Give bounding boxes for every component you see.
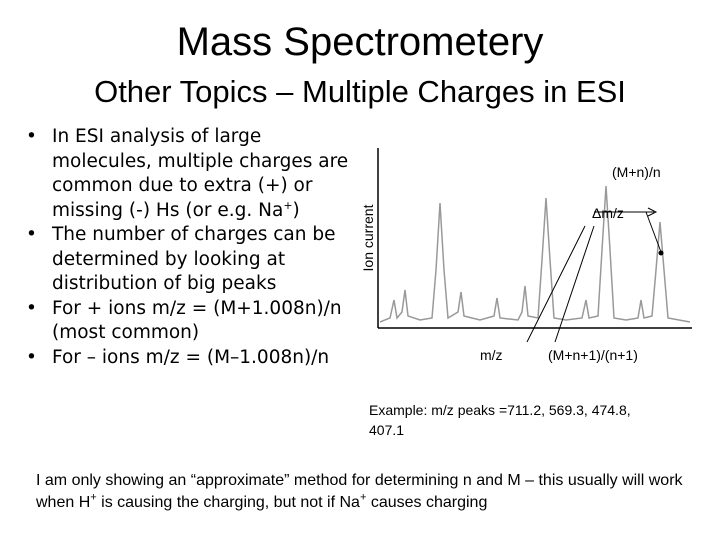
bullet-item: For – ions m/z = (M–1.008n)/n (22, 346, 352, 371)
mz-label: m/z (480, 347, 503, 363)
bullet-item: The number of charges can be determined … (22, 223, 352, 297)
pointer-line (554, 225, 595, 343)
text-run: I am only showing an “approximate” metho… (36, 472, 683, 511)
superscript: + (90, 491, 97, 504)
text-run: The number of charges can be determined … (52, 224, 336, 294)
subtitle: Other Topics – Multiple Charges in ESI (94, 74, 626, 109)
bullet-item: For + ions m/z = (M+1.008n)/n (most comm… (22, 297, 352, 346)
example-text: Example: m/z peaks =711.2, 569.3, 474.8,… (369, 402, 631, 438)
pointer-line (526, 225, 586, 343)
pointer-line (645, 211, 662, 253)
pointer-dot (658, 250, 664, 256)
footer-note: I am only showing an “approximate” metho… (36, 470, 696, 514)
spectrum-figure: Ion current (M+n)/n Δm/z m/z (M+n+1)/(n+… (360, 148, 692, 363)
bullet-list: In ESI analysis of large molecules, mult… (22, 125, 352, 370)
text-run: causes charging (366, 494, 488, 511)
text-run: In ESI analysis of large molecules, mult… (52, 126, 349, 221)
title: Mass Spectrometery (176, 20, 544, 64)
text-run: For + ions m/z = (M+1.008n)/n (most comm… (52, 297, 342, 344)
delta-label: Δm/z (592, 205, 624, 221)
spectrum-trace (379, 185, 691, 323)
arrow-head (647, 207, 658, 217)
y-axis-label: Ion current (360, 204, 376, 271)
text-run: is causing the charging, but not if Na (96, 494, 360, 511)
text-run: ) (292, 199, 300, 221)
text-run: For – ions m/z = (M–1.008n)/n (52, 346, 330, 368)
peak-label: (M+n)/n (612, 164, 661, 180)
bullet-item: In ESI analysis of large molecules, mult… (22, 125, 352, 223)
superscript: + (283, 198, 293, 212)
next-peak-label: (M+n+1)/(n+1) (548, 347, 638, 363)
superscript: + (359, 491, 367, 504)
